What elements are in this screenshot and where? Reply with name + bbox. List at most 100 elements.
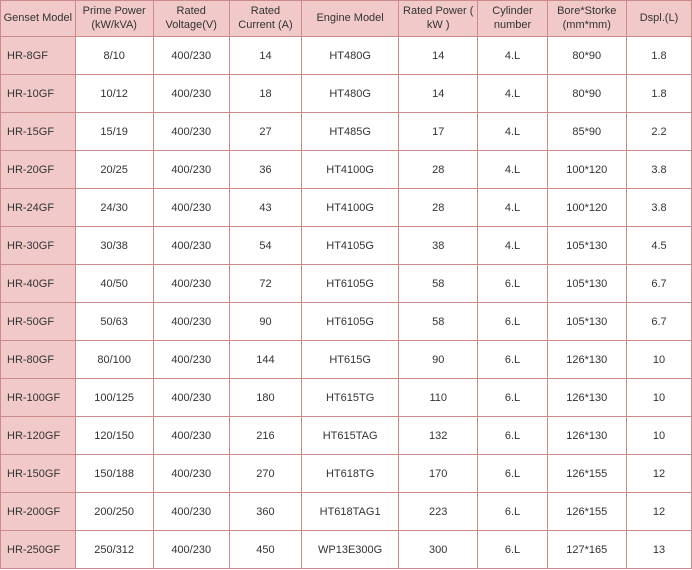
genset-model-cell: HR-50GF bbox=[1, 303, 76, 341]
table-row: HR-150GF150/188400/230270HT618TG1706.L12… bbox=[1, 455, 692, 493]
spec-cell: 1.8 bbox=[626, 75, 691, 113]
spec-cell: 4.L bbox=[478, 75, 547, 113]
col-header: Rated Power ( kW ) bbox=[398, 1, 477, 37]
spec-cell: 132 bbox=[398, 417, 477, 455]
spec-cell: 400/230 bbox=[153, 303, 229, 341]
spec-cell: 360 bbox=[229, 493, 302, 531]
col-header: Rated Voltage(V) bbox=[153, 1, 229, 37]
genset-model-cell: HR-8GF bbox=[1, 37, 76, 75]
spec-cell: 400/230 bbox=[153, 227, 229, 265]
spec-cell: 400/230 bbox=[153, 151, 229, 189]
spec-cell: 6.7 bbox=[626, 265, 691, 303]
spec-cell: 400/230 bbox=[153, 265, 229, 303]
genset-model-cell: HR-150GF bbox=[1, 455, 76, 493]
spec-cell: 100*120 bbox=[547, 189, 626, 227]
table-row: HR-250GF250/312400/230450WP13E300G3006.L… bbox=[1, 531, 692, 569]
spec-cell: 4.L bbox=[478, 37, 547, 75]
spec-cell: 38 bbox=[398, 227, 477, 265]
spec-cell: 300 bbox=[398, 531, 477, 569]
spec-cell: 400/230 bbox=[153, 493, 229, 531]
spec-cell: 216 bbox=[229, 417, 302, 455]
spec-cell: 4.L bbox=[478, 113, 547, 151]
col-header: Cylinder number bbox=[478, 1, 547, 37]
spec-cell: 4.L bbox=[478, 227, 547, 265]
spec-cell: HT485G bbox=[302, 113, 399, 151]
spec-cell: 223 bbox=[398, 493, 477, 531]
spec-cell: 50/63 bbox=[75, 303, 153, 341]
spec-cell: 20/25 bbox=[75, 151, 153, 189]
spec-cell: 400/230 bbox=[153, 75, 229, 113]
spec-cell: 12 bbox=[626, 493, 691, 531]
spec-cell: 120/150 bbox=[75, 417, 153, 455]
table-row: HR-15GF15/19400/23027HT485G174.L85*902.2 bbox=[1, 113, 692, 151]
spec-cell: 10 bbox=[626, 341, 691, 379]
spec-cell: HT4100G bbox=[302, 151, 399, 189]
table-row: HR-10GF10/12400/23018HT480G144.L80*901.8 bbox=[1, 75, 692, 113]
table-row: HR-20GF20/25400/23036HT4100G284.L100*120… bbox=[1, 151, 692, 189]
genset-model-cell: HR-80GF bbox=[1, 341, 76, 379]
spec-cell: 80*90 bbox=[547, 75, 626, 113]
table-row: HR-30GF30/38400/23054HT4105G384.L105*130… bbox=[1, 227, 692, 265]
spec-cell: 90 bbox=[229, 303, 302, 341]
spec-cell: 6.7 bbox=[626, 303, 691, 341]
spec-cell: 400/230 bbox=[153, 113, 229, 151]
spec-cell: 8/10 bbox=[75, 37, 153, 75]
spec-cell: 24/30 bbox=[75, 189, 153, 227]
col-header: Bore*Storke (mm*mm) bbox=[547, 1, 626, 37]
spec-cell: 180 bbox=[229, 379, 302, 417]
genset-model-cell: HR-20GF bbox=[1, 151, 76, 189]
table-row: HR-100GF100/125400/230180HT615TG1106.L12… bbox=[1, 379, 692, 417]
spec-cell: 30/38 bbox=[75, 227, 153, 265]
spec-cell: 40/50 bbox=[75, 265, 153, 303]
spec-cell: 144 bbox=[229, 341, 302, 379]
spec-cell: HT6105G bbox=[302, 265, 399, 303]
spec-cell: 170 bbox=[398, 455, 477, 493]
spec-cell: 14 bbox=[398, 75, 477, 113]
col-header: Engine Model bbox=[302, 1, 399, 37]
spec-cell: 400/230 bbox=[153, 341, 229, 379]
spec-cell: 17 bbox=[398, 113, 477, 151]
genset-model-cell: HR-24GF bbox=[1, 189, 76, 227]
spec-cell: 72 bbox=[229, 265, 302, 303]
spec-cell: HT6105G bbox=[302, 303, 399, 341]
genset-model-cell: HR-250GF bbox=[1, 531, 76, 569]
spec-cell: 36 bbox=[229, 151, 302, 189]
spec-cell: 4.L bbox=[478, 189, 547, 227]
spec-cell: 80*90 bbox=[547, 37, 626, 75]
table-row: HR-50GF50/63400/23090HT6105G586.L105*130… bbox=[1, 303, 692, 341]
spec-cell: 100/125 bbox=[75, 379, 153, 417]
table-row: HR-40GF40/50400/23072HT6105G586.L105*130… bbox=[1, 265, 692, 303]
spec-cell: 450 bbox=[229, 531, 302, 569]
col-header: Prime Power (kW/kVA) bbox=[75, 1, 153, 37]
spec-cell: HT4100G bbox=[302, 189, 399, 227]
spec-cell: 58 bbox=[398, 303, 477, 341]
spec-cell: 6.L bbox=[478, 303, 547, 341]
spec-cell: 12 bbox=[626, 455, 691, 493]
spec-cell: 150/188 bbox=[75, 455, 153, 493]
spec-cell: 126*130 bbox=[547, 379, 626, 417]
spec-cell: 14 bbox=[229, 37, 302, 75]
spec-cell: 100*120 bbox=[547, 151, 626, 189]
spec-cell: 126*130 bbox=[547, 417, 626, 455]
spec-cell: HT4105G bbox=[302, 227, 399, 265]
spec-cell: 80/100 bbox=[75, 341, 153, 379]
spec-cell: 6.L bbox=[478, 417, 547, 455]
spec-cell: HT618TAG1 bbox=[302, 493, 399, 531]
spec-cell: 58 bbox=[398, 265, 477, 303]
spec-cell: 400/230 bbox=[153, 531, 229, 569]
spec-cell: 126*130 bbox=[547, 341, 626, 379]
spec-cell: 27 bbox=[229, 113, 302, 151]
spec-cell: 200/250 bbox=[75, 493, 153, 531]
genset-model-cell: HR-120GF bbox=[1, 417, 76, 455]
col-header: Dspl.(L) bbox=[626, 1, 691, 37]
spec-cell: 6.L bbox=[478, 379, 547, 417]
genset-model-cell: HR-100GF bbox=[1, 379, 76, 417]
spec-cell: HT615G bbox=[302, 341, 399, 379]
spec-cell: 3.8 bbox=[626, 189, 691, 227]
table-header-row: Genset ModelPrime Power (kW/kVA)Rated Vo… bbox=[1, 1, 692, 37]
spec-cell: 43 bbox=[229, 189, 302, 227]
spec-cell: 1.8 bbox=[626, 37, 691, 75]
spec-cell: 105*130 bbox=[547, 265, 626, 303]
table-row: HR-24GF24/30400/23043HT4100G284.L100*120… bbox=[1, 189, 692, 227]
col-header: Genset Model bbox=[1, 1, 76, 37]
